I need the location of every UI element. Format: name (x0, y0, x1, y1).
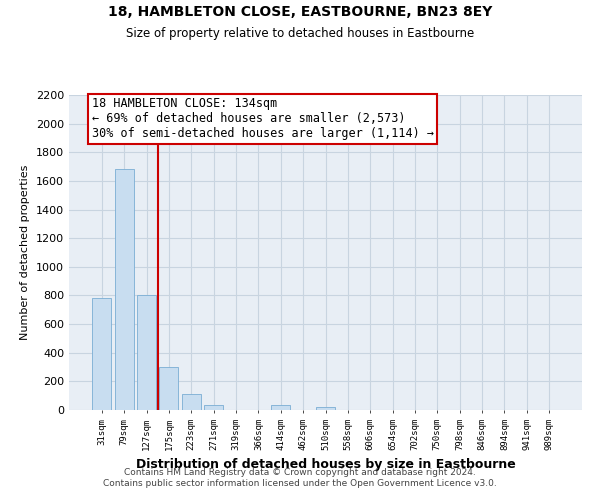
Text: 18 HAMBLETON CLOSE: 134sqm
← 69% of detached houses are smaller (2,573)
30% of s: 18 HAMBLETON CLOSE: 134sqm ← 69% of deta… (92, 97, 434, 140)
Bar (182, 394, 201, 410)
Bar (92, 298, 112, 410)
Bar (204, 405, 223, 410)
Y-axis label: Number of detached properties: Number of detached properties (20, 165, 31, 340)
Text: Contains HM Land Registry data © Crown copyright and database right 2024.
Contai: Contains HM Land Registry data © Crown c… (103, 468, 497, 487)
Bar (160, 367, 178, 410)
Bar (271, 405, 290, 410)
Bar (115, 170, 134, 410)
Bar (316, 407, 335, 410)
Text: 18, HAMBLETON CLOSE, EASTBOURNE, BN23 8EY: 18, HAMBLETON CLOSE, EASTBOURNE, BN23 8E… (108, 5, 492, 19)
X-axis label: Distribution of detached houses by size in Eastbourne: Distribution of detached houses by size … (136, 458, 515, 471)
Bar (137, 296, 156, 410)
Text: Size of property relative to detached houses in Eastbourne: Size of property relative to detached ho… (126, 28, 474, 40)
